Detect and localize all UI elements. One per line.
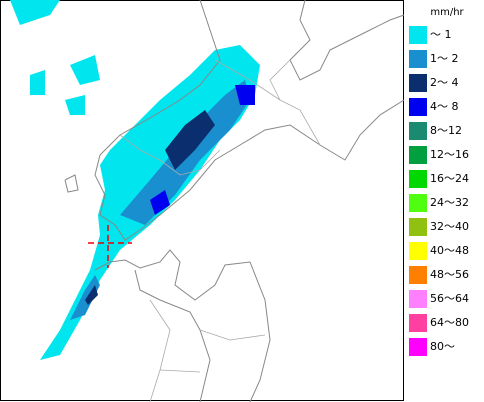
legend-swatch [409, 290, 427, 308]
legend-swatch [409, 218, 427, 236]
legend-swatch [409, 170, 427, 188]
admin-border [269, 59, 291, 101]
legend-label: 2～ 4 [430, 76, 459, 89]
legend-swatch [409, 74, 427, 92]
legend-label: 24～32 [430, 196, 469, 209]
admin-border [159, 369, 201, 373]
legend-unit: mm/hr [430, 7, 464, 18]
legend-swatch [409, 122, 427, 140]
legend-label: 12～16 [430, 148, 469, 161]
legend-label: 56～64 [430, 292, 469, 305]
legend-swatch [409, 98, 427, 116]
coastline [134, 269, 211, 402]
legend-label: 32～40 [430, 220, 469, 233]
legend-label: ～ 1 [430, 28, 452, 41]
legend-swatch [409, 338, 427, 356]
legend-label: 64～80 [430, 316, 469, 329]
legend-swatch [409, 266, 427, 284]
coastline [94, 249, 271, 402]
legend-swatch [409, 26, 427, 44]
map [0, 0, 405, 402]
legend-label: 1～ 2 [430, 52, 459, 65]
legend-label: 8～12 [430, 124, 462, 137]
legend-label: 4～ 8 [430, 100, 459, 113]
admin-border [199, 329, 266, 341]
legend-swatch [409, 146, 427, 164]
legend-swatch [409, 194, 427, 212]
focus-marker [88, 225, 132, 268]
legend: mm/hr ～ 1 1～ 2 2～ 4 4～ 8 8～12 12～16 16～24 24～32… [409, 7, 469, 356]
coastline [289, 0, 405, 81]
legend-label: 16～24 [430, 172, 469, 185]
legend-label: 80～ [430, 340, 455, 353]
radar-echo [10, 0, 260, 360]
legend-label: 40～48 [430, 244, 469, 257]
legend-label: 48～56 [430, 268, 469, 281]
legend-swatch [409, 242, 427, 260]
admin-border [149, 299, 171, 402]
coastline [64, 174, 79, 193]
admin-border [119, 134, 221, 176]
legend-swatch [409, 50, 427, 68]
legend-swatch [409, 314, 427, 332]
